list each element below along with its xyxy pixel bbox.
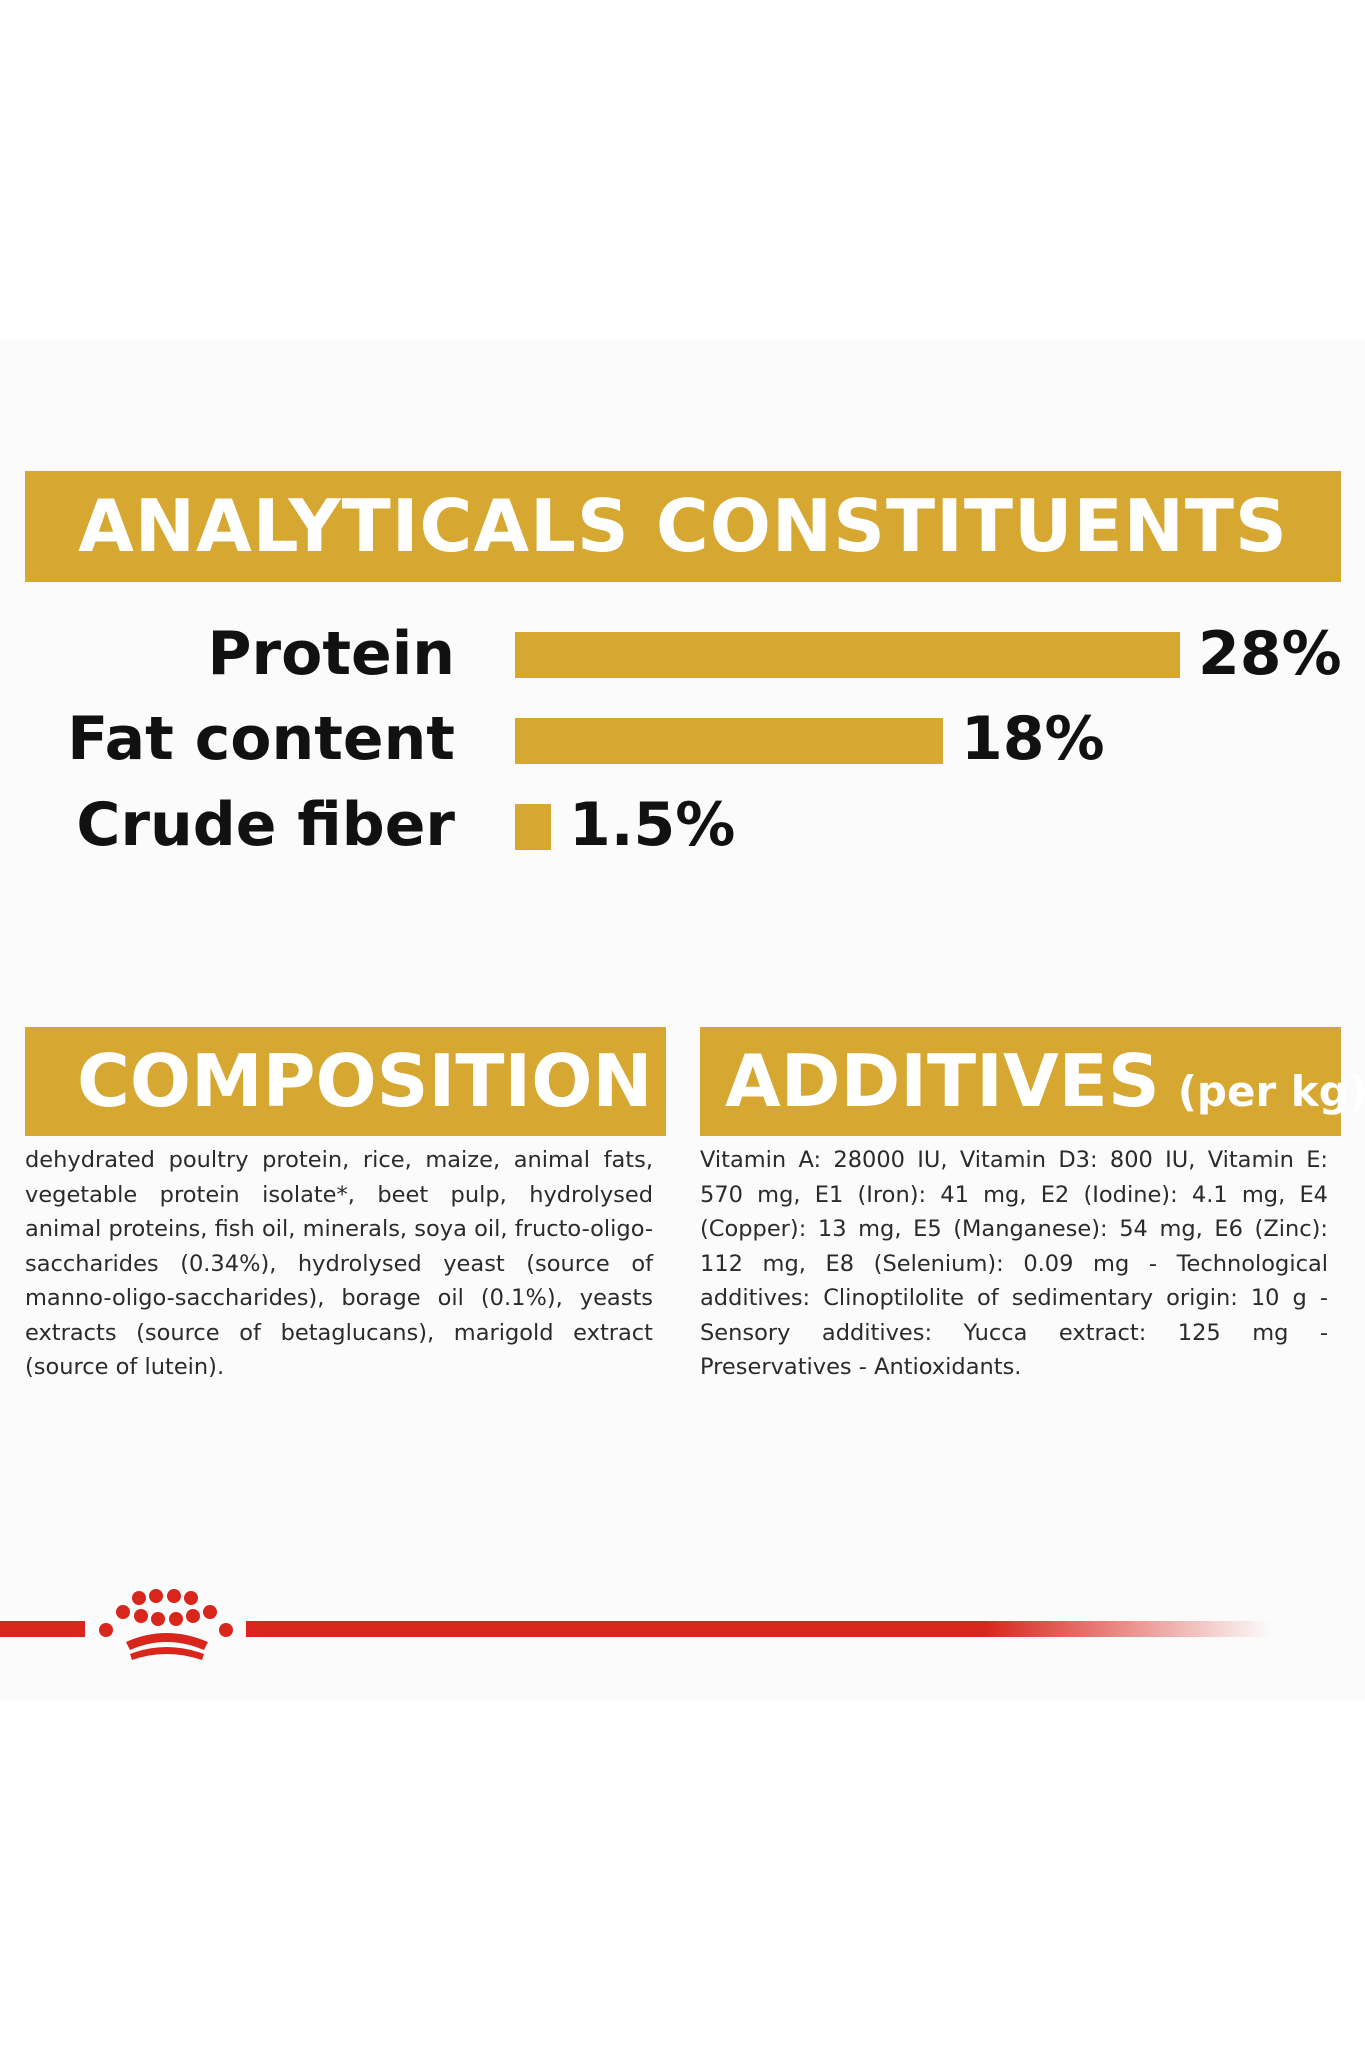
fat-content-label: Fat content: [67, 704, 455, 774]
crude-fiber-label: Crude fiber: [76, 790, 455, 860]
additives-title: ADDITIVES: [725, 1039, 1160, 1123]
additives-unit: (per kg): [1177, 1067, 1365, 1116]
brand-line-left: [0, 1621, 85, 1637]
analytics-title: ANALYTICALS CONSTITUENTS: [25, 471, 1341, 582]
additives-text: Vitamin A: 28000 IU, Vitamin D3: 800 IU,…: [700, 1147, 1328, 1380]
brand-line-right: [246, 1621, 1271, 1637]
crude-fiber-bar: [515, 804, 551, 850]
crown-icon: [99, 1589, 233, 1660]
protein-label: Protein: [207, 619, 455, 689]
fat-content-value: 18%: [961, 704, 1105, 774]
composition-title: COMPOSITION: [25, 1027, 666, 1136]
protein-value: 28%: [1198, 619, 1342, 689]
crude-fiber-value: 1.5%: [569, 790, 736, 860]
additives-header: ADDITIVES (per kg): [700, 1027, 1365, 1136]
protein-bar: [515, 632, 1180, 678]
fat-content-bar: [515, 718, 943, 764]
composition-text: dehydrated poultry protein, rice, maize,…: [25, 1147, 653, 1380]
